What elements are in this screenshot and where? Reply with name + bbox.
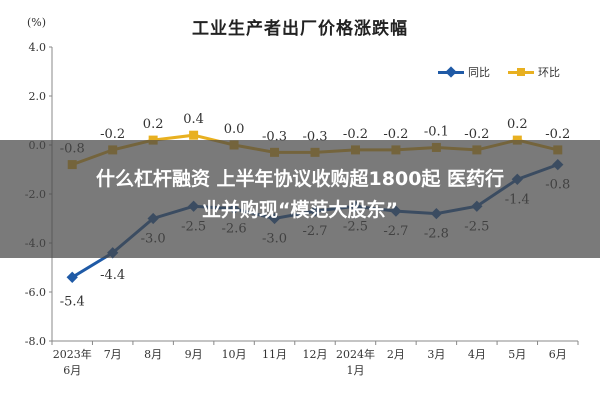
y-tick-label: -8.0 [25,335,46,348]
x-tick-label: 8月 [144,348,162,361]
headline-line-2[interactable]: 业并购现“模范大股东” [202,199,398,221]
data-label-1: 0.0 [224,122,245,137]
x-tick-label: 10月 [222,348,247,361]
data-label-1: -0.2 [545,127,570,142]
x-tick-label-line2: 1月 [346,364,364,377]
data-label-1: 0.4 [183,112,204,127]
x-tick-label: 3月 [427,348,445,361]
x-tick-label-line2: 6月 [63,364,81,377]
y-tick-label: 2.0 [29,90,47,103]
y-axis-unit: (%) [27,16,46,29]
x-tick-label: 9月 [185,348,203,361]
data-label-0: -4.4 [100,268,125,283]
legend-label-yoy: 同比 [468,66,490,79]
data-label-1: -0.2 [343,127,368,142]
y-tick-label: 4.0 [29,41,47,54]
data-label-1: -0.1 [424,124,449,139]
legend: 同比 环比 [438,64,560,80]
legend-item-yoy: 同比 [438,64,490,80]
data-label-1: 0.2 [507,117,528,132]
legend-swatch-yoy [438,70,464,74]
legend-item-mom: 环比 [508,64,560,80]
data-label-1: -0.2 [464,127,489,142]
x-tick-label: 7月 [104,348,122,361]
chart-title: 工业生产者出厂价格涨跌幅 [192,19,408,39]
data-label-1: -0.2 [100,127,125,142]
x-tick-label: 12月 [303,348,328,361]
series-point-1 [189,130,199,140]
x-tick-label: 2023年 [53,347,92,361]
headline-line-1[interactable]: 什么杠杆融资 上半年协议收购超1800起 医药行 [95,168,505,190]
data-label-1: 0.2 [143,117,164,132]
x-tick-label: 11月 [262,348,287,361]
legend-swatch-mom [508,67,534,76]
x-tick-label: 2月 [387,348,405,361]
data-label-0: -5.4 [60,294,85,309]
headline-text[interactable]: 什么杠杆融资 上半年协议收购超1800起 医药行 业并购现“模范大股东” [0,164,600,226]
x-tick-label: 2024年 [336,347,375,361]
data-label-1: -0.2 [383,127,408,142]
legend-label-mom: 环比 [538,66,560,79]
y-tick-label: -6.0 [25,286,46,299]
x-tick-label: 4月 [468,348,486,361]
x-tick-label: 5月 [508,348,526,361]
x-tick-label: 6月 [549,348,567,361]
headline-overlay[interactable] [0,140,600,258]
